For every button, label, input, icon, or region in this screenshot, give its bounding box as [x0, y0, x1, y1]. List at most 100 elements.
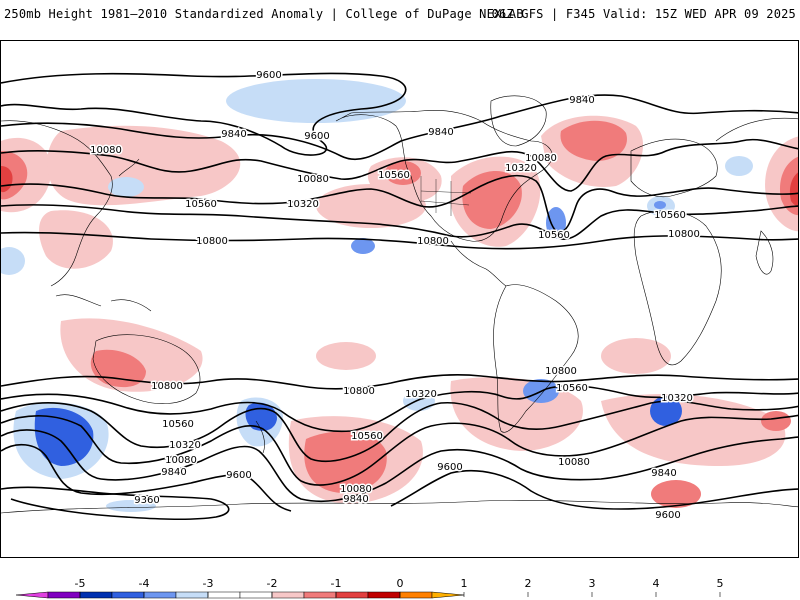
contour-label: 10800	[196, 236, 228, 247]
contour-label: 9600	[304, 131, 329, 142]
contour-9840-sh	[1, 429, 798, 503]
colorbar-tick-label: 5	[716, 577, 724, 590]
contour-10320-sh	[1, 400, 798, 463]
contour-label: 9840	[428, 127, 453, 138]
contour-label: 10560	[185, 199, 217, 210]
colorbar-tick-label: 1	[460, 577, 468, 590]
contour-10800-sh	[1, 374, 798, 390]
colorbar-tick-label: 3	[588, 577, 596, 590]
contour-label: 9600	[437, 462, 462, 473]
colorbar-segment	[47, 591, 81, 599]
colorbar-tick-label: 4	[652, 577, 660, 590]
anomaly-negative-west-edge-2	[1, 247, 25, 275]
anomaly-positive-south-america-east	[601, 338, 671, 374]
map-title: 250mb Height 1981–2010 Standardized Anom…	[4, 7, 524, 21]
coast-south-america	[493, 284, 579, 433]
contour-10080-nh	[1, 138, 798, 192]
contour-label: 9840	[161, 467, 186, 478]
anomaly-shading	[1, 79, 798, 512]
contour-label: 10080	[90, 145, 122, 156]
anomaly-positive-north-atlantic-core	[560, 120, 627, 161]
colorbar-segment	[431, 591, 465, 599]
colorbar-segment	[239, 591, 273, 599]
contour-10560-nh	[1, 204, 798, 240]
anomaly-negative-southern-ocean-west	[106, 500, 156, 512]
colorbar-tick-label: -1	[330, 577, 342, 590]
colorbar-tick-label: -3	[202, 577, 214, 590]
anomaly-negative-central-pacific	[351, 238, 375, 254]
contour-label: 9600	[256, 70, 281, 81]
contour-label: 10560	[351, 431, 383, 442]
contour-9360-sh	[1, 486, 230, 521]
contour-label: 10560	[654, 210, 686, 221]
colorbar-segment	[79, 591, 113, 599]
contour-9600-nh	[1, 72, 407, 156]
anomaly-negative-south-indian-core	[34, 407, 94, 466]
colorbar-tick-label: -5	[74, 577, 86, 590]
contour-label: 9360	[134, 495, 159, 506]
coast-africa	[633, 210, 722, 366]
coast-indonesia	[55, 294, 152, 312]
anomaly-positive-east-asia	[39, 210, 113, 269]
anomaly-negative-europe-core	[654, 201, 666, 209]
contour-label: 10800	[151, 381, 183, 392]
contour-9840-nh	[1, 94, 798, 161]
anomaly-positive-east-core2	[789, 172, 798, 207]
coast-india	[755, 230, 774, 275]
anomaly-map: 9600 9600 9840 9840 9840 10080 10080 100…	[1, 69, 798, 523]
contour-label: 9840	[651, 468, 676, 479]
contour-label: 10080	[165, 455, 197, 466]
contour-label: 10320	[287, 199, 319, 210]
contour-10080-sh	[1, 414, 798, 486]
colorbar-tick-label: 2	[524, 577, 532, 590]
contour-label: 10320	[661, 393, 693, 404]
colorbar-segment	[15, 591, 49, 599]
colorbar-segment	[111, 591, 145, 599]
contour-label: 10080	[558, 457, 590, 468]
coast-greenland	[490, 95, 547, 147]
contour-10800-nh	[1, 231, 798, 250]
header: 250mb Height 1981–2010 Standardized Anom…	[0, 0, 800, 40]
coast-central-america	[450, 240, 507, 287]
colorbar-segments	[15, 591, 465, 599]
contour-label: 10080	[340, 484, 372, 495]
contour-label: 10320	[169, 440, 201, 451]
contour-label: 10560	[538, 230, 570, 241]
contour-label: 10800	[343, 386, 375, 397]
colorbar-segment	[303, 591, 337, 599]
contour-10560-sh	[1, 385, 798, 433]
anomaly-positive-eastern-na-core	[462, 171, 522, 229]
colorbar-segment	[399, 591, 433, 599]
contour-label: 9840	[221, 129, 246, 140]
anomaly-positive-south-pacific-core	[304, 431, 387, 493]
us-state-lines	[420, 176, 472, 216]
anomaly-positive-southern-ocean-east	[601, 393, 786, 466]
coast-antarctica	[1, 500, 798, 514]
contour-label: 10560	[378, 170, 410, 181]
contour-label: 10800	[668, 229, 700, 240]
contour-label: 10080	[525, 153, 557, 164]
height-contours	[1, 72, 798, 521]
colorbar-tick-label: -2	[266, 577, 278, 590]
coast-north-america	[335, 110, 553, 242]
colorbar-segment	[271, 591, 305, 599]
contour-label: 10320	[505, 163, 537, 174]
anomaly-positive-southern-ocean-small	[651, 480, 701, 508]
colorbar-segment	[367, 591, 401, 599]
colorbar	[15, 591, 721, 599]
contour-10320-nh	[1, 174, 798, 233]
coast-japan	[118, 158, 140, 177]
colorbar-segment	[335, 591, 369, 599]
anomaly-negative-west-pacific	[108, 177, 144, 197]
anomaly-negative-south-pacific-2	[403, 391, 435, 411]
map-panel: 9600 9600 9840 9840 9840 10080 10080 100…	[0, 40, 799, 558]
anomaly-positive-south-east	[761, 411, 791, 431]
contour-label: 9840	[343, 494, 368, 505]
contour-label: 10560	[162, 419, 194, 430]
coastlines	[1, 95, 798, 514]
contour-label: 9600	[655, 510, 680, 521]
coast-australia	[92, 334, 201, 404]
colorbar-tick-label: 0	[396, 577, 404, 590]
anomaly-positive-south-pacific-small	[316, 342, 376, 370]
colorbar-segment	[207, 591, 241, 599]
